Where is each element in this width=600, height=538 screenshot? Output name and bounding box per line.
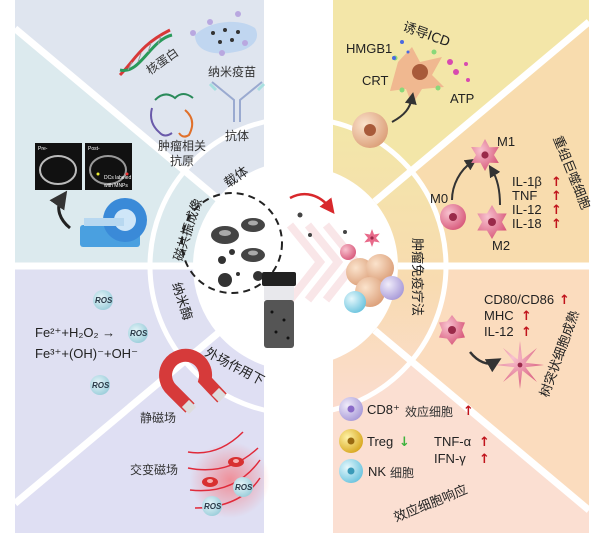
static-field-label: 静磁场 <box>140 410 176 425</box>
post-label: Post- <box>88 146 100 152</box>
down-arrow-icon: ↓ <box>399 435 410 450</box>
ros-icon: ROS <box>128 323 148 343</box>
protein-icon <box>150 93 194 138</box>
center-illustration <box>181 192 404 348</box>
cd8-label: CD8⁺ <box>367 402 400 417</box>
arrow-icon <box>391 92 417 123</box>
inner-segment-carrier <box>186 124 264 199</box>
equation-line-2: Fe³⁺+(OH)⁻+OH⁻ <box>35 346 138 361</box>
nk-label: NK <box>368 464 386 479</box>
inner-segment-mri <box>152 172 218 266</box>
inner-label-immunotherapy: 肿瘤免疫疗法 <box>409 238 425 316</box>
dc-marker-label: CD80/CD86 <box>484 292 554 307</box>
tumor-associated-label: 肿瘤相关 <box>158 138 206 153</box>
chevron-arrows-icon <box>286 222 362 303</box>
sector-backgrounds <box>12 0 592 533</box>
up-arrow-icon: ↑ <box>551 217 562 232</box>
nanoparticles-icon <box>211 218 265 287</box>
panel-note-line-2: with MNPs <box>104 183 128 189</box>
inner-segment-immunotherapy <box>333 124 444 408</box>
ros-icon: ROS <box>90 375 110 395</box>
ros-label: ROS <box>95 296 113 305</box>
up-arrow-icon: ↑ <box>551 175 562 190</box>
arrow-icon <box>469 351 502 373</box>
m2-label: M2 <box>492 238 510 253</box>
sector-effector <box>333 362 589 533</box>
sector-icd <box>333 0 589 170</box>
up-arrow-icon: ↑ <box>559 293 570 308</box>
pre-label: Pre- <box>38 146 48 152</box>
atp-label: ATP <box>450 91 474 106</box>
arrow-icon <box>451 158 477 201</box>
up-arrow-icon: ↑ <box>479 452 490 467</box>
antigen-label: 抗原 <box>170 153 194 168</box>
m0-label: M0 <box>430 191 448 206</box>
ros-label: ROS <box>130 329 148 338</box>
nk-cells-label: 细胞 <box>390 466 414 480</box>
magnet-icon <box>159 348 227 415</box>
ros-label: ROS <box>235 483 253 492</box>
panel-note-line-1: DCs labeled <box>104 175 131 181</box>
arrow-icon <box>49 190 71 230</box>
hmgb1-label: HMGB1 <box>346 41 392 56</box>
up-arrow-icon: ↑ <box>479 435 490 450</box>
ros-icon: ROS <box>202 496 222 516</box>
effector-cells-label: 效应细胞 <box>405 404 453 419</box>
crt-label: CRT <box>362 73 389 88</box>
ros-label: ROS <box>92 381 110 390</box>
mri-scanner-icon <box>80 198 147 247</box>
up-arrow-icon: ↑ <box>551 203 562 218</box>
m1-label: M1 <box>497 134 515 149</box>
up-arrow-icon: ↑ <box>551 189 562 204</box>
ros-icon: ROS <box>93 290 113 310</box>
antibody-label: 抗体 <box>225 128 249 143</box>
cytokine-label: IL-12 <box>512 202 542 217</box>
mri-image-pre: Pre- <box>35 143 82 190</box>
vial-icon <box>262 272 296 348</box>
ifn-gamma-label: IFN-γ <box>434 451 466 466</box>
cytokine-label: IL-18 <box>512 216 542 231</box>
tumor-cluster-icon <box>297 212 404 313</box>
zoom-circle <box>181 192 283 294</box>
equation-line-1: Fe²⁺+H₂O₂ → <box>35 325 115 340</box>
dna-icon <box>118 28 173 77</box>
up-arrow-icon: ↑ <box>521 325 532 340</box>
antibody-icon <box>208 81 266 122</box>
treg-label: Treg <box>367 434 393 449</box>
mri-image-post: Post- DCs labeled with MNPs <box>85 143 132 190</box>
dc-marker-label: IL-12 <box>484 324 514 339</box>
nanovaccine-icon <box>190 11 258 56</box>
ros-icon: ROS <box>233 477 253 497</box>
up-arrow-icon: ↑ <box>463 404 474 419</box>
curved-arrow-icon <box>289 192 335 214</box>
dc-marker-label: MHC <box>484 308 514 323</box>
dying-tumor-cell-icon <box>390 40 470 105</box>
ros-label: ROS <box>204 502 222 511</box>
ring-divider <box>147 115 449 417</box>
cytokine-label: TNF <box>512 188 537 203</box>
inner-segment-nanozyme <box>152 266 218 360</box>
arrow-icon <box>488 164 501 206</box>
tnf-alpha-label: TNF-α <box>434 434 472 449</box>
inner-segment-field <box>186 333 264 408</box>
nanovaccine-label: 纳米疫苗 <box>208 64 256 79</box>
up-arrow-icon: ↑ <box>521 309 532 324</box>
divider <box>12 25 224 205</box>
alternating-field-label: 交变磁场 <box>130 462 178 477</box>
cytokine-label: IL-1β <box>512 174 542 189</box>
tumor-cell-icon <box>352 112 388 148</box>
